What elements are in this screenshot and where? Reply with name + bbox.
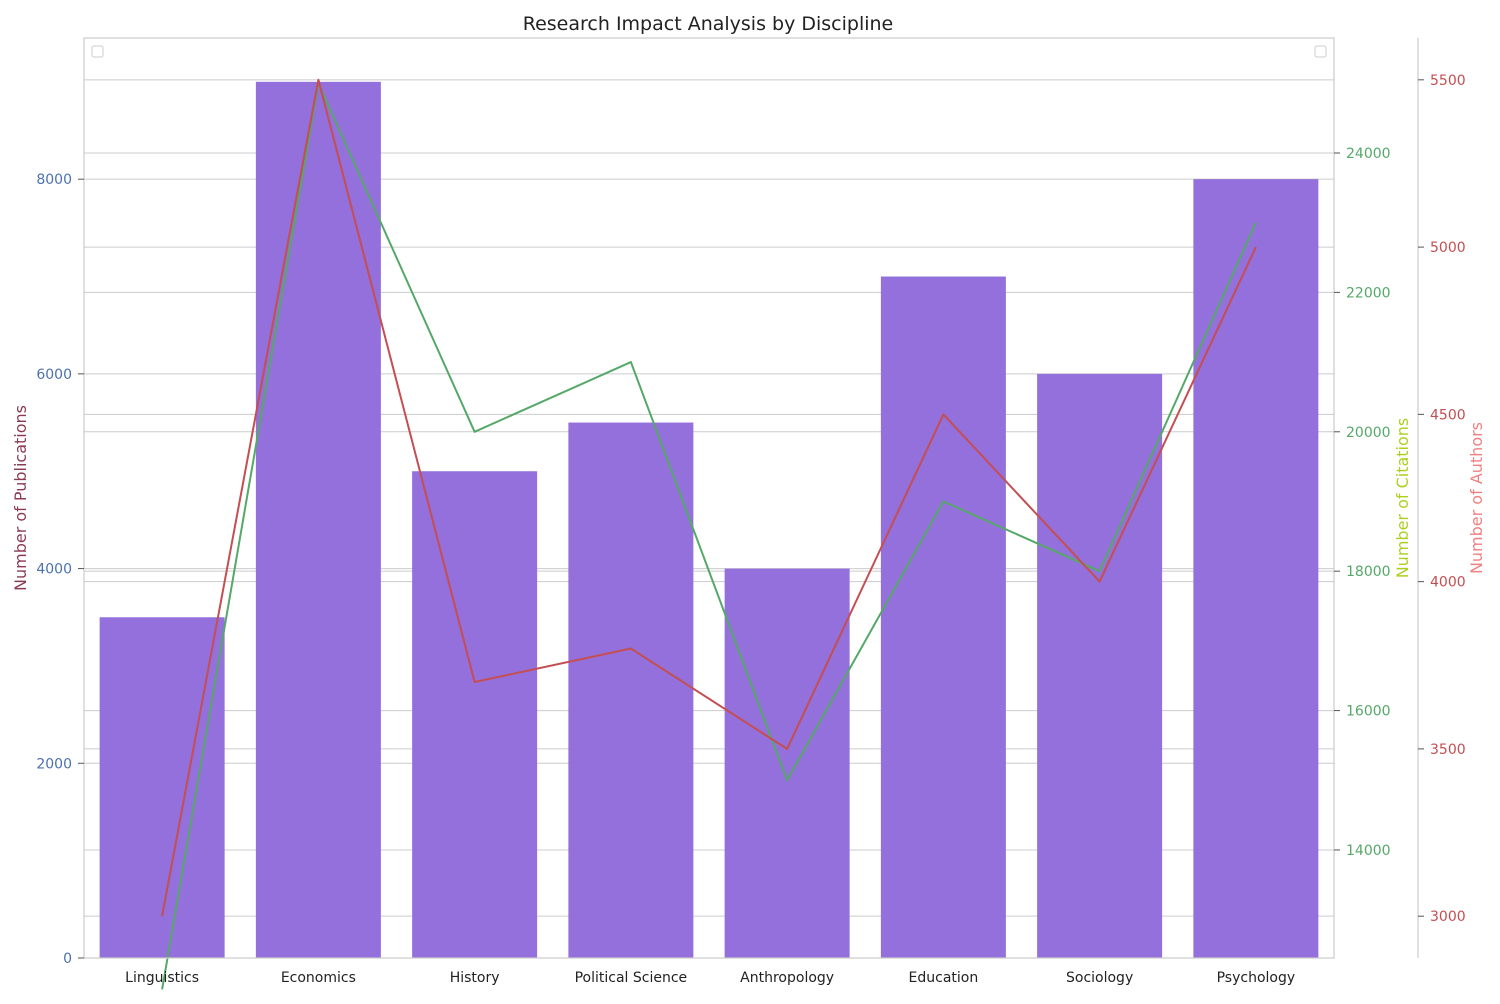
bar-7 <box>1193 179 1319 959</box>
right1-tick-label-4: 22000 <box>1346 285 1391 301</box>
x-tick-label-3: Political Science <box>575 970 688 986</box>
series-line-right2 <box>161 78 1257 917</box>
right1-axis-title: Number of Citations <box>1393 418 1412 579</box>
right2-tick-label-2: 4000 <box>1430 575 1466 591</box>
plot-frame <box>83 37 1335 959</box>
axis-layer: Linguistics Economics History Political Sci… <box>11 37 1486 986</box>
x-tick-label-5: Education <box>909 970 979 986</box>
chart-title: Research Impact Analysis by Discipline <box>523 13 894 35</box>
right2-axis-title: Number of Authors <box>1467 422 1486 574</box>
right1-tick-label-3: 20000 <box>1346 425 1391 441</box>
left-tick-label-4: 8000 <box>36 172 72 188</box>
left-tick-label-3: 6000 <box>36 367 72 383</box>
bar-1 <box>255 81 381 959</box>
x-tick-label-7: Psychology <box>1217 970 1296 986</box>
legend-layer <box>91 45 1327 58</box>
left-tick-label-1: 2000 <box>36 756 72 772</box>
right1-tick-label-5: 24000 <box>1346 146 1391 162</box>
left-tick-label-0: 0 <box>63 951 72 967</box>
right1-tick-label-2: 18000 <box>1346 564 1391 580</box>
x-tick-label-6: Sociology <box>1066 970 1133 986</box>
series-line-right1 <box>161 82 1257 990</box>
right2-tick-label-4: 5000 <box>1430 240 1466 256</box>
right1-tick-label-1: 16000 <box>1346 704 1391 720</box>
x-tick-label-2: History <box>450 970 500 986</box>
left-tick-label-2: 4000 <box>36 562 72 578</box>
line-layer <box>161 78 1257 990</box>
bar-0 <box>99 617 225 958</box>
bar-4 <box>724 568 850 958</box>
bar-5 <box>880 276 1006 958</box>
left-axis-title: Number of Publications <box>11 405 30 591</box>
right2-tick-label-5: 5500 <box>1430 73 1466 89</box>
x-tick-label-4: Anthropology <box>740 970 834 986</box>
x-tick-label-1: Economics <box>281 970 356 986</box>
legend-box-top-right <box>1314 45 1327 58</box>
right2-tick-label-0: 3000 <box>1430 909 1466 925</box>
bar-2 <box>412 471 538 958</box>
bar-layer <box>99 81 1319 959</box>
x-tick-label-0: Linguistics <box>125 970 199 986</box>
legend-box-top-left <box>91 45 104 58</box>
right2-tick-label-3: 4500 <box>1430 407 1466 423</box>
bar-6 <box>1037 373 1163 958</box>
right1-tick-label-0: 14000 <box>1346 843 1391 859</box>
bar-3 <box>568 422 694 958</box>
right2-tick-label-1: 3500 <box>1430 742 1466 758</box>
